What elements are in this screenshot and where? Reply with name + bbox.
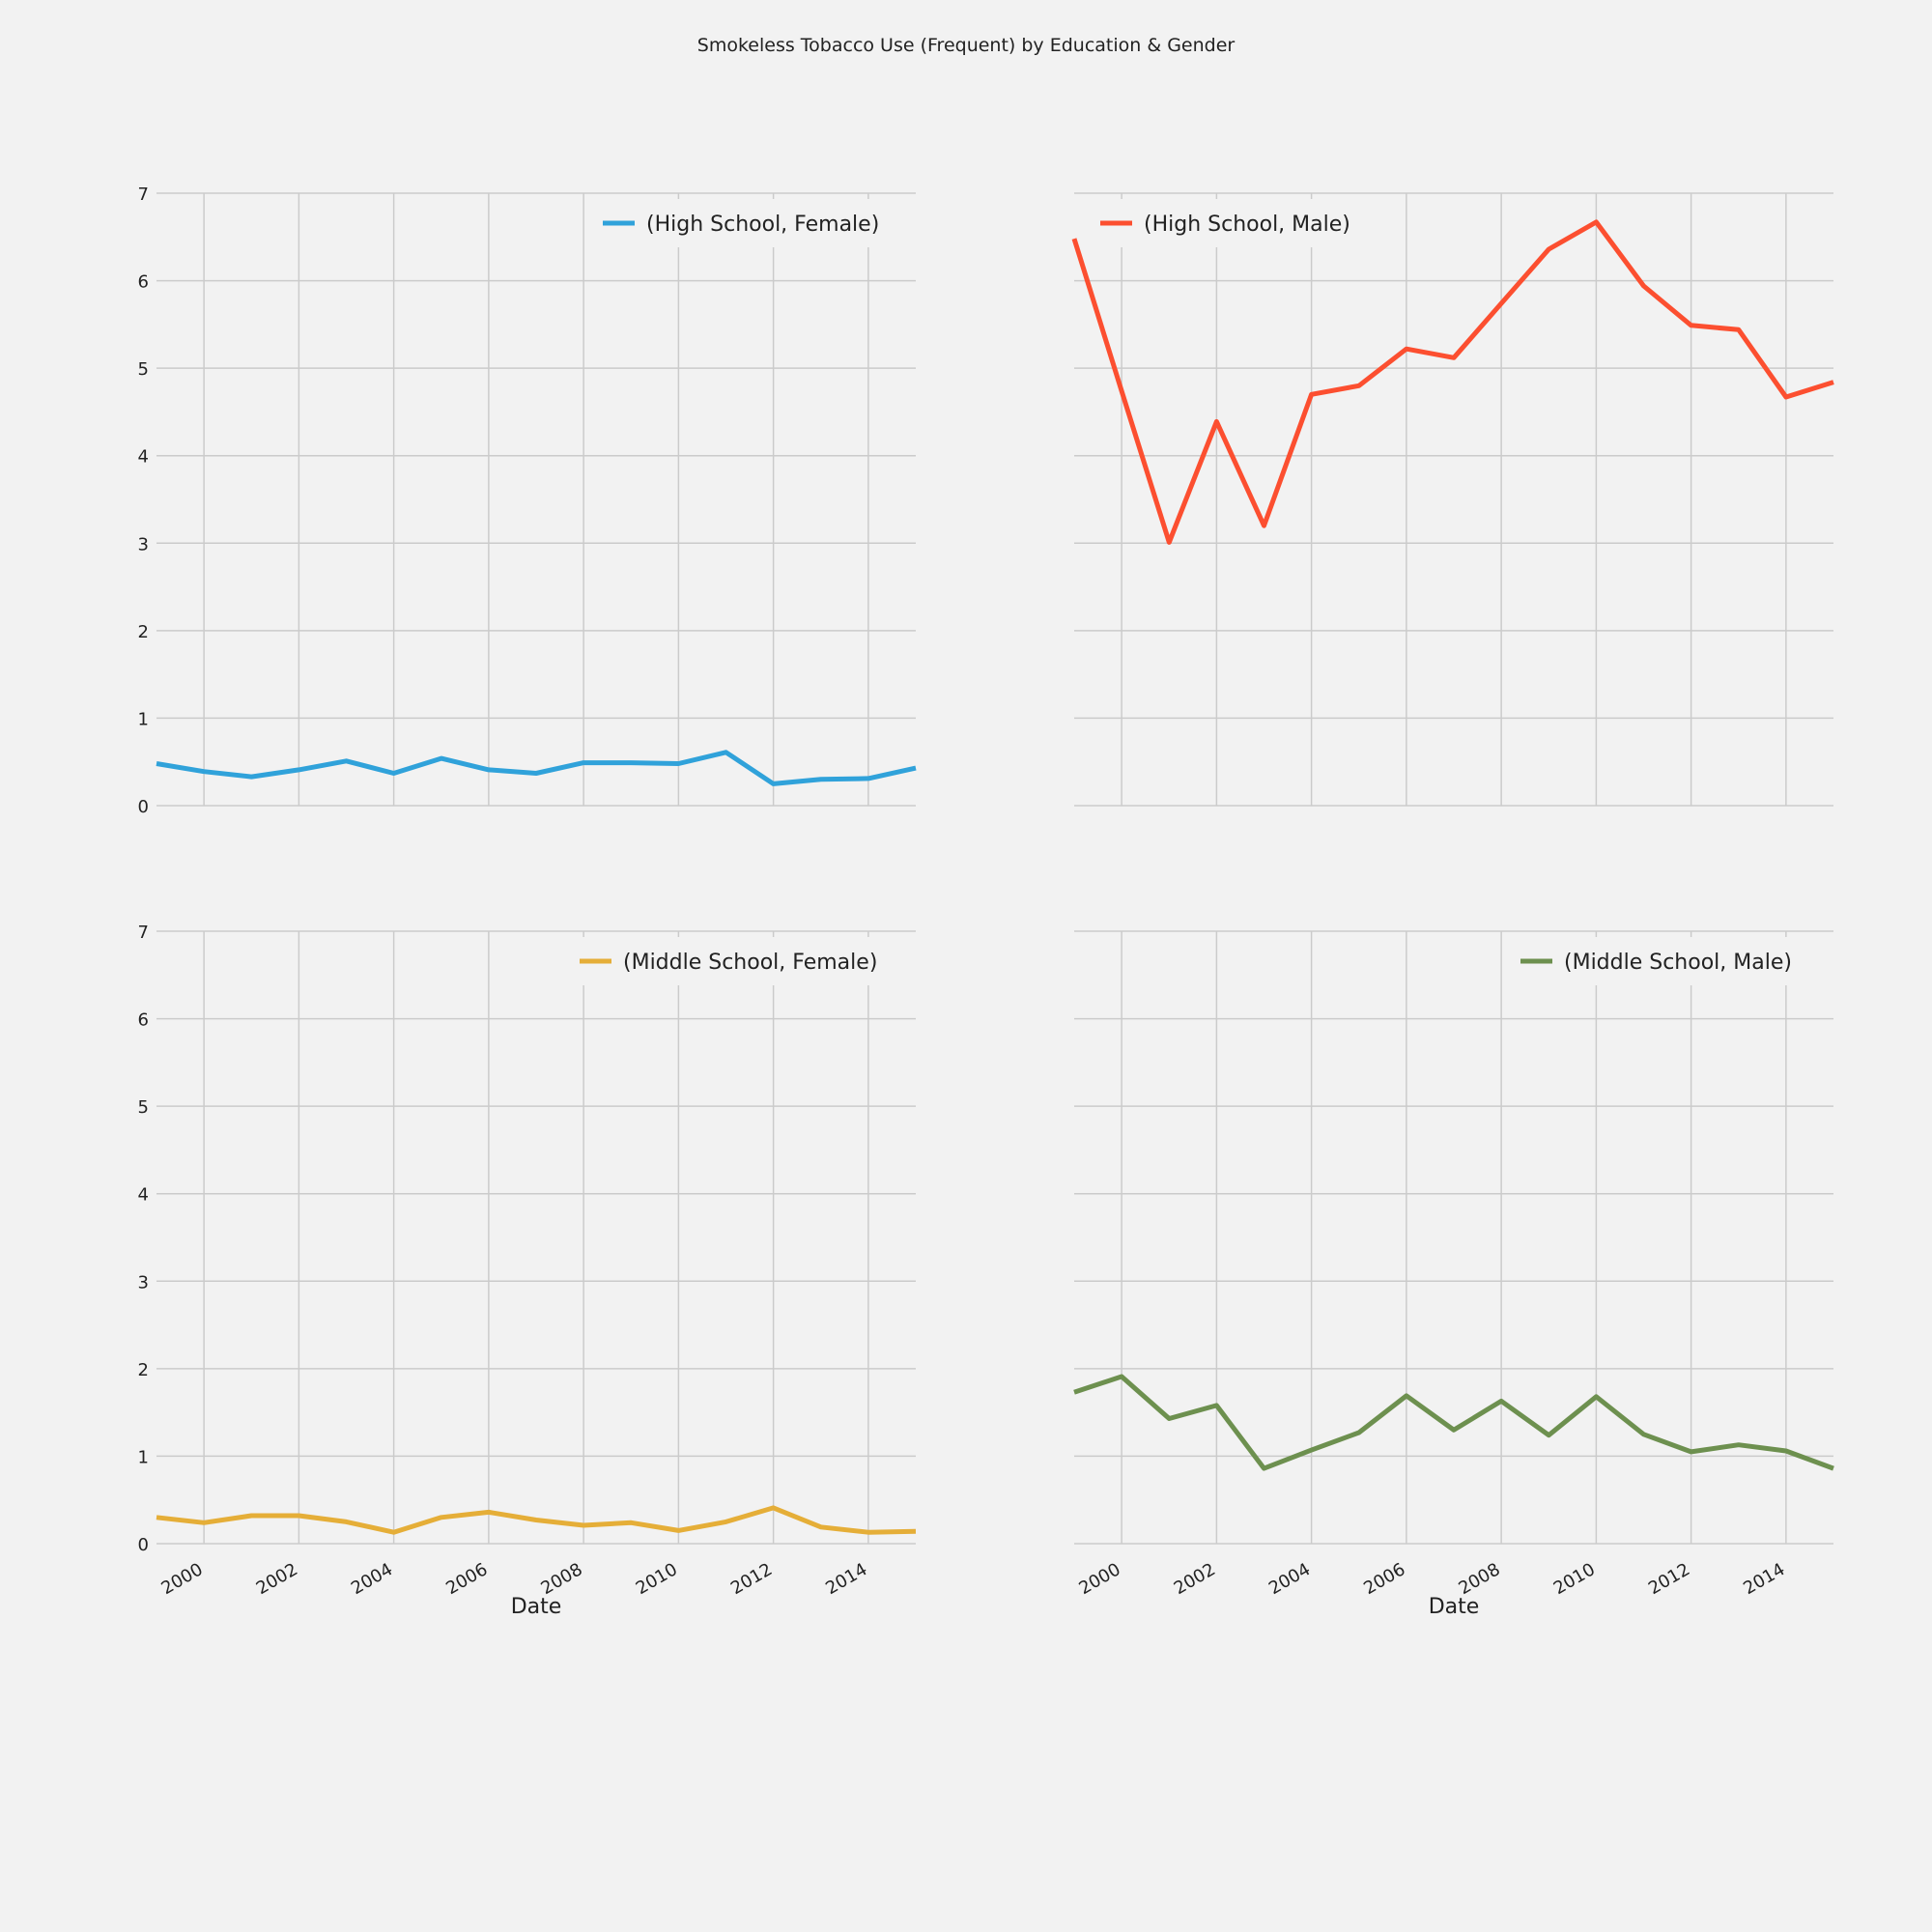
legend-box — [1506, 937, 1822, 985]
legend: (High School, Female) — [588, 199, 904, 247]
legend-label: (High School, Female) — [646, 213, 879, 237]
series-line — [156, 1505, 917, 1535]
y-tick-label: 5 — [138, 359, 149, 380]
x-tick-label: 2004 — [348, 1559, 396, 1599]
series-line — [156, 750, 917, 786]
y-tick-label: 7 — [138, 923, 149, 943]
y-tick-label: 1 — [138, 1447, 149, 1467]
y-tick-label: 5 — [138, 1097, 149, 1118]
y-tick-label: 3 — [138, 1272, 149, 1293]
x-axis-label: Date — [511, 1595, 562, 1619]
subplot-4: 2000 2002 2004 2006 2008 2010 2012 2014 Date (Mid… — [1073, 930, 1834, 1619]
y-tick-label: 2 — [138, 1360, 149, 1380]
y-tick-label: 6 — [138, 272, 149, 293]
series-line — [1073, 1374, 1834, 1471]
legend-box — [565, 937, 904, 985]
subplot-3: 0 1 2 3 4 5 6 7 2000 2002 2004 2006 2008 2010 2012 2014… — [138, 923, 917, 1619]
x-tick-label: 2000 — [1075, 1559, 1123, 1599]
y-tick-label: 0 — [138, 797, 149, 817]
y-tick-label: 4 — [138, 1185, 149, 1206]
figure-title: Smokeless Tobacco Use (Frequent) by Educ… — [696, 35, 1236, 56]
x-tick-label: 2000 — [157, 1559, 206, 1599]
legend-label: (Middle School, Male) — [1564, 951, 1792, 975]
y-tick-label: 2 — [138, 622, 149, 642]
x-axis-label: Date — [1429, 1595, 1480, 1619]
legend: (Middle School, Male) — [1506, 937, 1822, 985]
x-tick-label: 2002 — [1171, 1559, 1219, 1599]
legend-box — [1086, 199, 1378, 247]
legend-box — [588, 199, 904, 247]
x-tick-label: 2006 — [442, 1559, 491, 1599]
gridlines — [156, 192, 916, 807]
legend: (High School, Male) — [1086, 199, 1378, 247]
x-tick-label: 2008 — [1455, 1559, 1503, 1599]
y-tick-label: 3 — [138, 534, 149, 554]
y-tick-label: 0 — [138, 1535, 149, 1555]
y-tick-label: 6 — [138, 1010, 149, 1031]
y-tick-label: 1 — [138, 709, 149, 729]
x-tick-label: 2014 — [822, 1559, 870, 1599]
subplot-2: (High School, Male) — [1071, 192, 1834, 807]
x-tick-label: 2002 — [253, 1559, 301, 1599]
x-tick-label: 2006 — [1360, 1559, 1408, 1599]
x-tick-label: 2008 — [537, 1559, 585, 1599]
legend-label: (High School, Male) — [1144, 213, 1350, 237]
gridlines — [1074, 192, 1833, 807]
gridlines — [1074, 930, 1833, 1545]
x-tick-label: 2012 — [1645, 1559, 1693, 1599]
legend: (Middle School, Female) — [565, 937, 904, 985]
subplot-1: 0 1 2 3 4 5 6 7 (High School, Female) — [138, 185, 917, 817]
gridlines — [156, 930, 916, 1545]
series-line — [1071, 219, 1834, 545]
x-tick-label: 2010 — [1550, 1559, 1599, 1599]
x-tick-label: 2004 — [1265, 1559, 1314, 1599]
x-tick-label: 2014 — [1740, 1559, 1788, 1599]
x-tick-label: 2010 — [633, 1559, 681, 1599]
x-tick-label: 2012 — [727, 1559, 776, 1599]
y-tick-label: 4 — [138, 447, 149, 468]
legend-label: (Middle School, Female) — [623, 951, 877, 975]
y-tick-label: 7 — [138, 185, 149, 205]
